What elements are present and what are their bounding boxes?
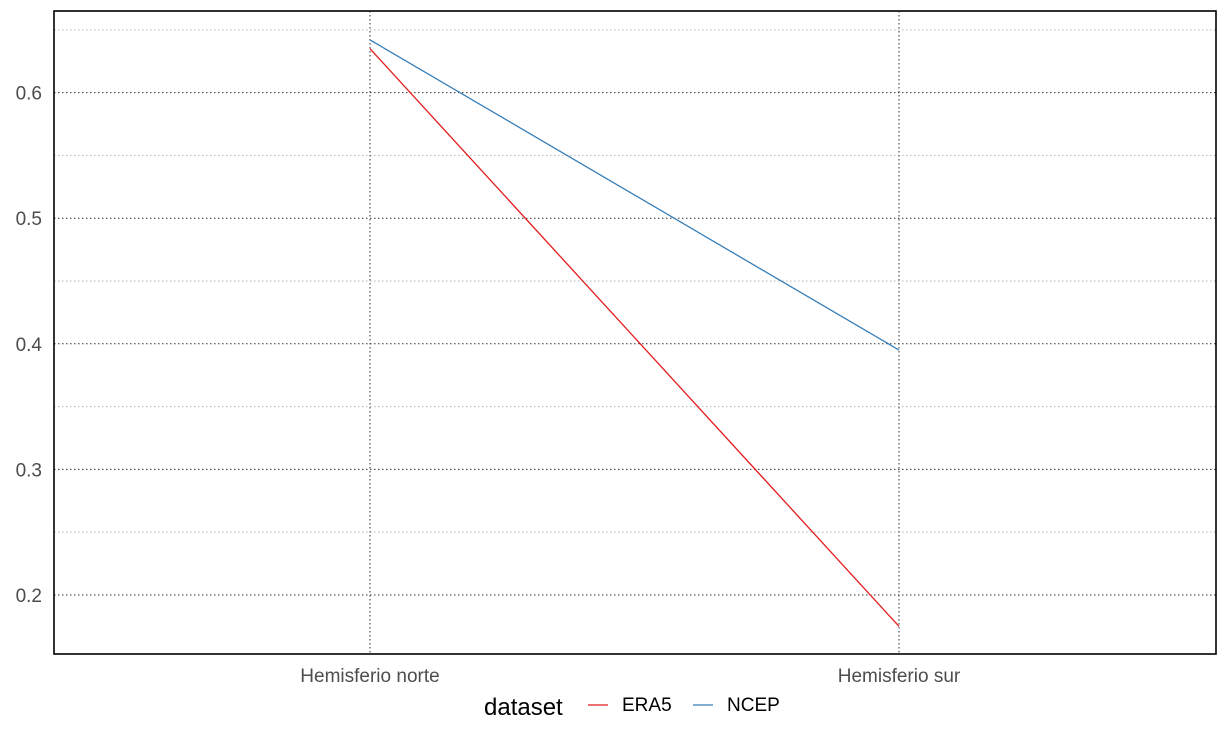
series-line-ncep [369,39,900,351]
series-line-era5 [369,48,900,627]
y-tick-label: 0.3 [16,460,42,481]
x-axis-tick-labels: Hemisferio norte Hemisferio sur [300,666,961,687]
legend-label-ncep: NCEP [727,695,780,716]
plot-panel-border [53,10,1217,655]
y-tick-label: 0.2 [16,586,42,607]
x-tick-label: Hemisferio norte [300,666,439,687]
y-tick-label: 0.4 [16,335,43,356]
y-tick-label: 0.5 [16,209,42,230]
x-tick-label: Hemisferio sur [838,666,961,687]
legend: dataset ERA5 NCEP [484,694,780,721]
y-tick-label: 0.6 [16,84,42,105]
y-axis-tick-labels: 0.2 0.3 0.4 0.5 0.6 [16,84,43,607]
legend-label-era5: ERA5 [622,695,672,716]
major-gridlines [54,11,1216,654]
series-lines [369,39,900,627]
legend-title: dataset [484,694,563,721]
minor-gridlines [54,29,1216,533]
